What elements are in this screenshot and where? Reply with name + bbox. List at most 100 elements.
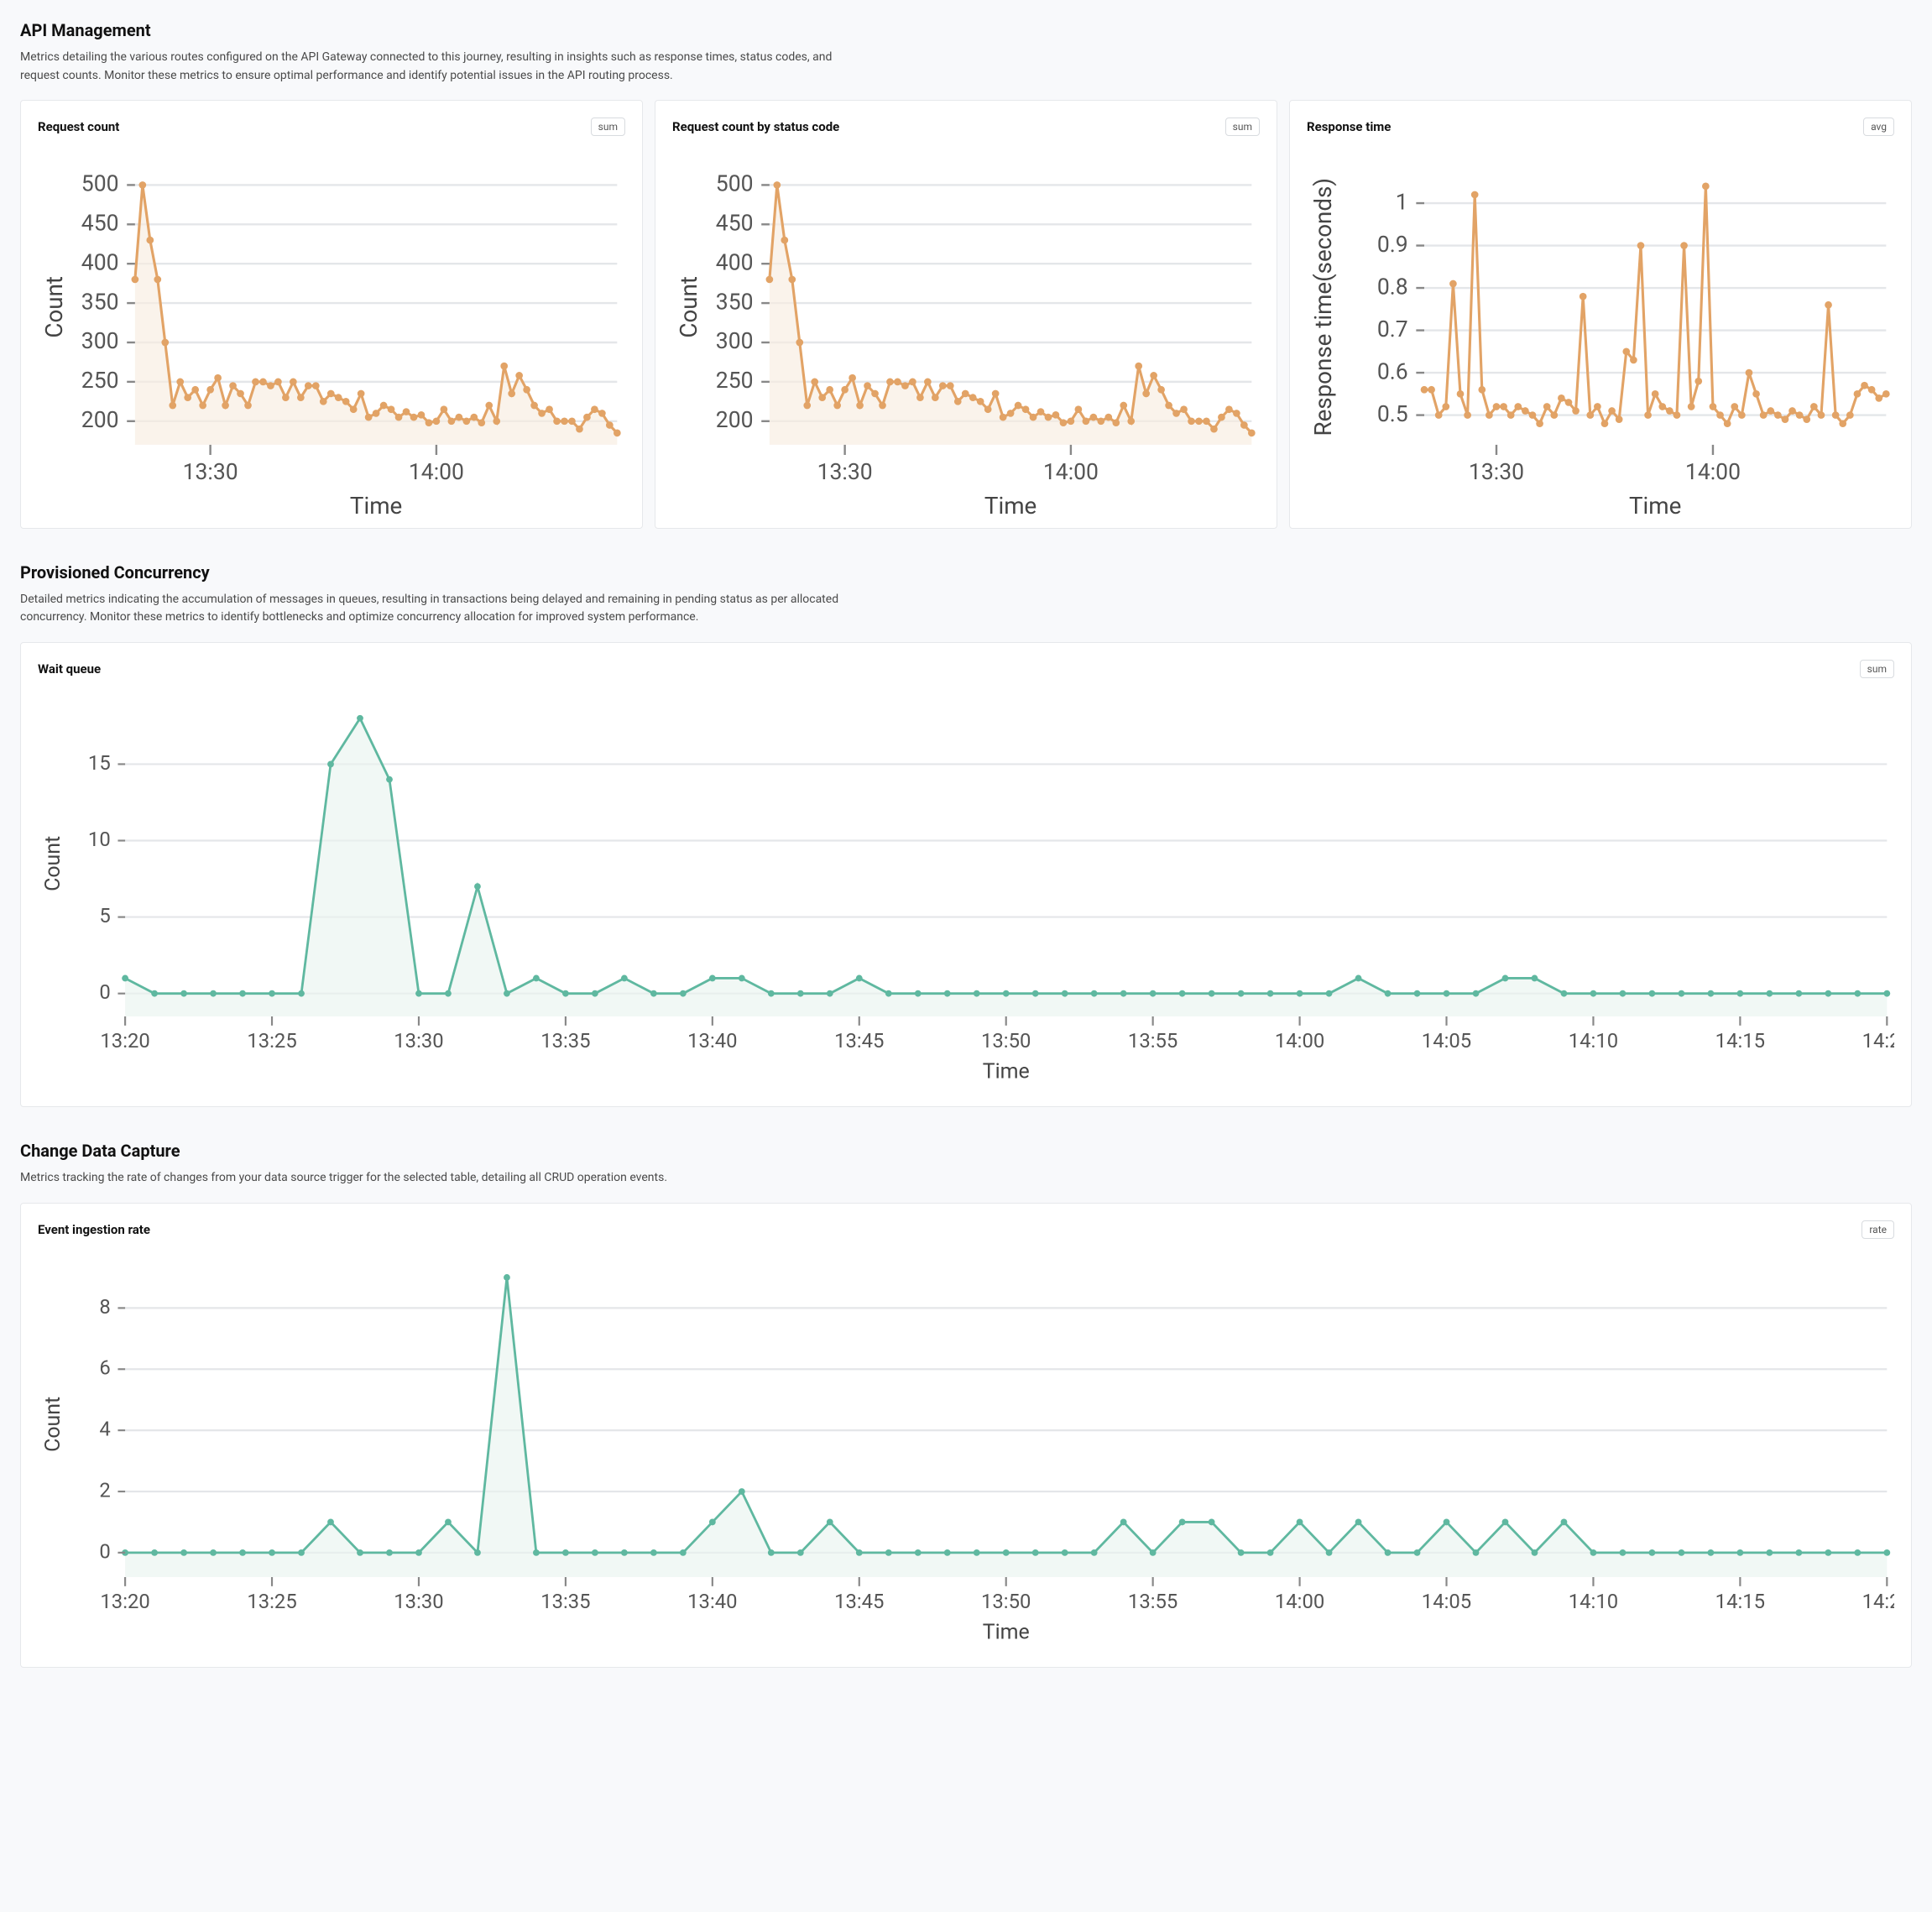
svg-text:13:40: 13:40 xyxy=(687,1029,737,1053)
svg-text:6: 6 xyxy=(99,1356,110,1380)
section-title: Provisioned Concurrency xyxy=(20,562,1912,582)
chart: 05101513:2013:2513:3013:3513:4013:4513:5… xyxy=(38,703,1894,1094)
svg-text:300: 300 xyxy=(81,329,119,355)
svg-text:Count: Count xyxy=(40,276,68,338)
card-title: Request count xyxy=(38,119,119,134)
section-desc: Metrics tracking the rate of changes fro… xyxy=(20,1169,859,1188)
svg-text:5: 5 xyxy=(99,904,110,927)
svg-text:Time: Time xyxy=(350,492,402,515)
svg-text:1: 1 xyxy=(1396,190,1408,216)
svg-text:14:00: 14:00 xyxy=(1685,459,1741,485)
svg-text:8: 8 xyxy=(99,1295,110,1319)
svg-text:200: 200 xyxy=(81,407,119,433)
chart: 0.50.60.70.80.9113:3014:00TimeResponse t… xyxy=(1307,161,1894,515)
card-header: Request count by status code sum xyxy=(672,118,1260,136)
svg-text:13:35: 13:35 xyxy=(540,1029,590,1053)
svg-text:13:30: 13:30 xyxy=(817,459,873,485)
svg-text:0: 0 xyxy=(99,980,110,1004)
card-title: Event ingestion rate xyxy=(38,1222,150,1237)
svg-text:2: 2 xyxy=(99,1479,110,1502)
svg-text:4: 4 xyxy=(99,1418,110,1441)
svg-text:0.7: 0.7 xyxy=(1377,316,1408,342)
chart-card-request_count_status: Request count by status code sum 200 250 300… xyxy=(655,100,1277,528)
chart-card-request_count: Request countsum20025030035040045050013:… xyxy=(20,100,643,528)
card-row: Wait queuesum05101513:2013:2513:3013:351… xyxy=(20,642,1912,1107)
svg-text:450: 450 xyxy=(81,211,119,237)
svg-text:13:35: 13:35 xyxy=(540,1590,590,1613)
svg-text:450: 450 xyxy=(716,211,754,237)
svg-text:350: 350 xyxy=(81,290,119,316)
card-header: Request count sum xyxy=(38,118,625,136)
section-desc: Detailed metrics indicating the accumula… xyxy=(20,591,859,627)
svg-text:13:50: 13:50 xyxy=(981,1029,1031,1053)
svg-text:500: 500 xyxy=(81,171,119,197)
svg-text:14:05: 14:05 xyxy=(1422,1590,1471,1613)
svg-text:400: 400 xyxy=(81,250,119,276)
svg-text:14:00: 14:00 xyxy=(1043,459,1099,485)
chart-card-response_time: Response timeavg0.50.60.70.80.9113:3014:… xyxy=(1289,100,1912,528)
svg-text:Count: Count xyxy=(675,276,702,338)
svg-text:Response time(seconds): Response time(seconds) xyxy=(1309,178,1337,436)
chart: 200 250 300 350 400 450 500 13:30 14:00 Time Count xyxy=(672,161,1260,515)
section-desc: Metrics detailing the various routes con… xyxy=(20,49,859,85)
svg-text:200: 200 xyxy=(716,407,754,433)
svg-text:13:45: 13:45 xyxy=(834,1029,884,1053)
svg-text:13:40: 13:40 xyxy=(687,1590,737,1613)
svg-text:13:20: 13:20 xyxy=(100,1029,149,1053)
aggregation-badge[interactable]: avg xyxy=(1863,118,1894,136)
svg-text:13:30: 13:30 xyxy=(1469,459,1524,485)
chart-card-event_rate: Event ingestion rate rate 0 2 4 6 8 13:20 13:25 1… xyxy=(20,1203,1912,1668)
aggregation-badge[interactable]: sum xyxy=(591,118,625,136)
chart: 0246813:2013:2513:3013:3513:4013:4513:50… xyxy=(38,1264,1894,1655)
svg-text:0.6: 0.6 xyxy=(1377,359,1408,385)
svg-text:400: 400 xyxy=(716,250,754,276)
aggregation-badge[interactable]: rate xyxy=(1862,1220,1894,1239)
card-row: Request count sum 200 250 300 350 400 450 500 13:… xyxy=(20,100,1912,528)
svg-text:14:15: 14:15 xyxy=(1715,1029,1765,1053)
svg-text:13:20: 13:20 xyxy=(100,1590,149,1613)
svg-text:14:10: 14:10 xyxy=(1569,1029,1618,1053)
card-row: Event ingestion rate rate 0 2 4 6 8 13:20 13:25 1… xyxy=(20,1203,1912,1668)
svg-text:15: 15 xyxy=(88,751,111,775)
svg-text:Time: Time xyxy=(1629,492,1681,515)
svg-text:14:15: 14:15 xyxy=(1715,1590,1765,1613)
card-title: Wait queue xyxy=(38,661,101,677)
svg-text:0: 0 xyxy=(99,1539,110,1563)
svg-text:14:20: 14:20 xyxy=(1862,1029,1894,1053)
svg-text:250: 250 xyxy=(716,368,754,394)
section-concurrency: Provisioned Concurrency Detailed metrics … xyxy=(20,562,1912,1108)
svg-text:14:00: 14:00 xyxy=(409,459,464,485)
svg-text:500: 500 xyxy=(716,171,754,197)
svg-text:13:55: 13:55 xyxy=(1128,1590,1177,1613)
aggregation-badge[interactable]: sum xyxy=(1225,118,1260,136)
svg-text:Time: Time xyxy=(984,492,1036,515)
aggregation-badge[interactable]: sum xyxy=(1860,660,1894,678)
svg-text:0.5: 0.5 xyxy=(1377,401,1408,427)
svg-text:Count: Count xyxy=(41,1397,65,1452)
chart: 20025030035040045050013:3014:00TimeCount xyxy=(38,161,625,515)
section-api: API Management Metrics detailing the vari… xyxy=(20,20,1912,529)
svg-text:13:30: 13:30 xyxy=(183,459,238,485)
svg-text:13:55: 13:55 xyxy=(1128,1029,1177,1053)
svg-text:0.8: 0.8 xyxy=(1377,274,1408,300)
svg-text:10: 10 xyxy=(88,828,111,851)
section-title: API Management xyxy=(20,20,1912,40)
chart-card-wait_queue: Wait queuesum05101513:2013:2513:3013:351… xyxy=(20,642,1912,1107)
svg-text:14:00: 14:00 xyxy=(1275,1590,1324,1613)
svg-text:300: 300 xyxy=(716,329,754,355)
card-title: Response time xyxy=(1307,119,1391,134)
card-header: Response time avg xyxy=(1307,118,1894,136)
svg-text:13:50: 13:50 xyxy=(981,1590,1031,1613)
svg-text:350: 350 xyxy=(716,290,754,316)
svg-text:13:25: 13:25 xyxy=(247,1029,296,1053)
svg-text:14:00: 14:00 xyxy=(1275,1029,1324,1053)
section-title: Change Data Capture xyxy=(20,1141,1912,1161)
svg-text:Time: Time xyxy=(983,1060,1030,1084)
svg-text:Count: Count xyxy=(41,836,65,891)
card-header: Wait queue sum xyxy=(38,660,1894,678)
svg-text:13:25: 13:25 xyxy=(247,1590,296,1613)
svg-text:14:10: 14:10 xyxy=(1569,1590,1618,1613)
card-header: Event ingestion rate rate xyxy=(38,1220,1894,1239)
card-title: Request count by status code xyxy=(672,119,839,134)
svg-text:Time: Time xyxy=(983,1621,1030,1645)
